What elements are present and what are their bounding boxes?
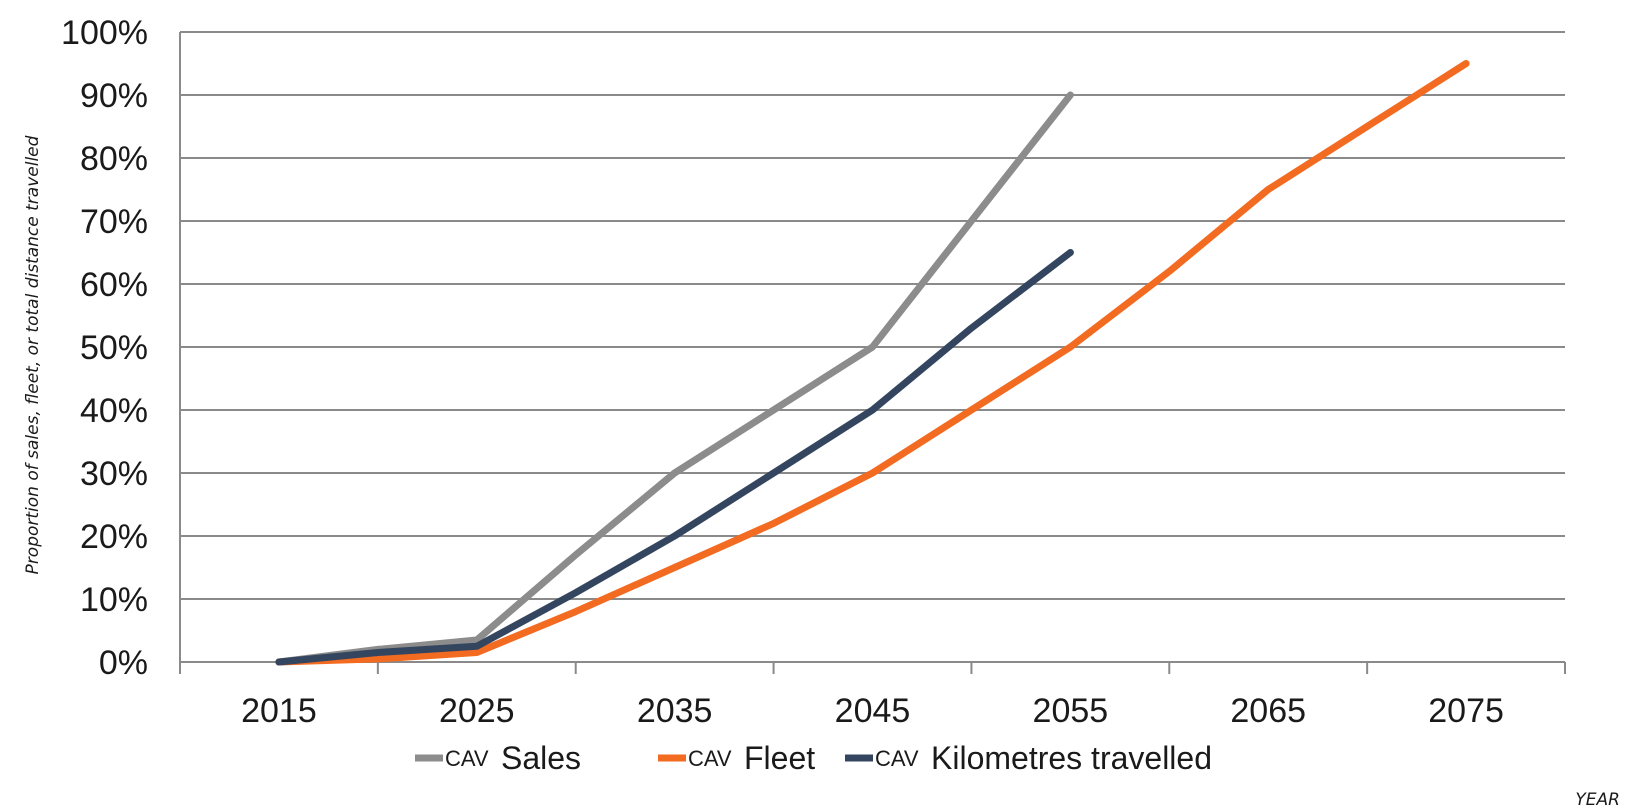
legend-label: Fleet [744,740,815,776]
y-tick-label: 30% [80,455,148,493]
x-tick-label: 2015 [241,692,317,730]
series-line-kilometres-travelled [275,249,1074,666]
legend: CAV Sales CAV Fleet CAV Kilometres travelled [415,740,1212,776]
legend-prefix: CAV [875,746,919,771]
y-tick-label: 0% [99,644,148,682]
x-axis-tick-labels: 2015 2025 2035 2045 2055 2065 2075 [241,692,1504,730]
y-axis-tick-labels: 0% 10% 20% 30% 40% 50% 60% 70% 80% 90% 100% [61,14,148,682]
series-line-fleet [275,60,1470,666]
series-line-sales [275,91,1074,666]
y-axis-label: Proportion of sales, fleet, or total dis… [23,135,43,574]
x-tick-label: 2055 [1033,692,1109,730]
y-tick-label: 70% [80,203,148,241]
x-tick-label: 2075 [1428,692,1504,730]
series-lines [275,60,1470,666]
x-tick-label: 2025 [439,692,515,730]
y-tick-label: 50% [80,329,148,367]
y-tick-label: 40% [80,392,148,430]
y-tick-label: 10% [80,581,148,619]
legend-label: Kilometres travelled [931,740,1212,776]
legend-prefix: CAV [688,746,732,771]
y-tick-label: 90% [80,77,148,115]
axes [179,32,1566,674]
y-tick-label: 60% [80,266,148,304]
horizontal-gridlines [180,31,1565,600]
x-tick-label: 2065 [1230,692,1306,730]
y-tick-label: 100% [61,14,148,52]
legend-item: CAV Fleet [658,740,815,776]
legend-label: Sales [501,740,581,776]
legend-item: CAV Sales [415,740,581,776]
y-tick-label: 20% [80,518,148,556]
x-tick-label: 2035 [637,692,713,730]
x-tick-label: 2045 [835,692,911,730]
x-axis-label: YEAR [1575,790,1620,810]
legend-item: CAV Kilometres travelled [845,740,1212,776]
legend-prefix: CAV [445,746,489,771]
y-tick-label: 80% [80,140,148,178]
